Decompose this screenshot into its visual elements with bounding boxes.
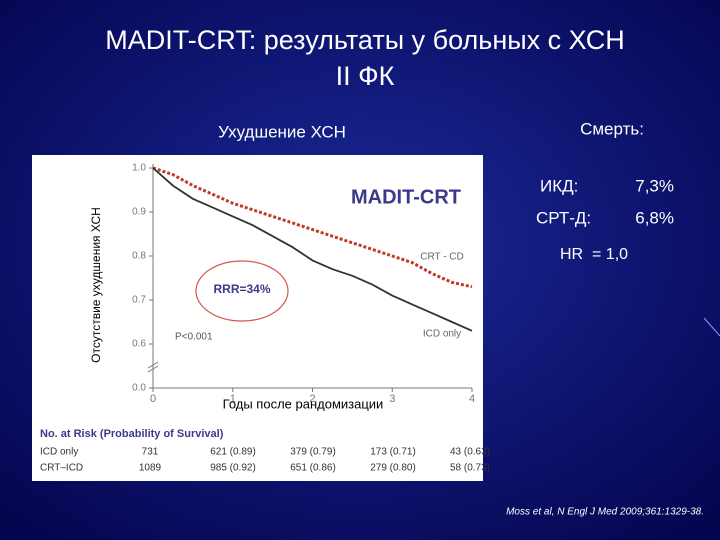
table-cell: 379 (0.79) — [290, 447, 336, 458]
y-tick-label: 0.0 — [132, 383, 146, 394]
table-cell: ICD only — [40, 447, 78, 458]
y-axis-label: Отсутствие ухудшения ХСН — [89, 207, 103, 363]
y-tick-label: 0.7 — [132, 295, 146, 306]
left-heading: Ухудшение ХСН — [218, 122, 346, 141]
right-heading: Смерть: — [580, 119, 644, 138]
table-cell: 985 (0.92) — [210, 463, 256, 474]
annotation: RRR=34% — [213, 282, 270, 296]
series-label: CRT - CD — [420, 251, 464, 262]
series-label: ICD only — [423, 328, 461, 339]
table-cell: 58 (0.73) — [450, 463, 490, 474]
x-axis-label: Годы после рандомизации — [223, 396, 384, 411]
table-cell: 1089 — [139, 463, 162, 474]
y-tick-label: 0.9 — [132, 207, 146, 218]
y-tick-label: 0.6 — [132, 339, 146, 350]
death-label: СРТ-Д: — [536, 208, 591, 227]
slide-title: II ФК — [336, 61, 395, 91]
survival-curve — [152, 166, 473, 289]
y-tick-label: 1.0 — [132, 163, 146, 174]
plot: 0.0 0.6 0.7 0.8 0.9 1.0 0 1 2 3 4 CRT - CD ICD only — [132, 163, 475, 405]
death-value: 6,8% — [635, 208, 674, 227]
death-label: ИКД: — [540, 176, 578, 195]
x-tick-label: 1 — [230, 393, 236, 405]
slide-title: MADIT-CRT: результаты у больных с ХСН — [105, 25, 625, 55]
y-tick-label: 0.8 — [132, 251, 146, 262]
hazard-ratio: HR = 1,0 — [560, 246, 628, 263]
survival-curve — [152, 167, 473, 332]
axis-break — [147, 365, 159, 373]
death-value: 7,3% — [635, 176, 674, 195]
x-tick-label: 4 — [469, 393, 475, 405]
table-cell: 731 — [142, 447, 159, 458]
chart-title: MADIT-CRT — [351, 186, 461, 208]
risk-table: ICD only 731 621 (0.89) 379 (0.79) 173 (0.71… — [40, 447, 490, 474]
chart-panel — [32, 155, 483, 481]
reference: Moss et al, N Engl J Med 2009;361:1329-3… — [506, 507, 704, 518]
table-cell: CRT–ICD — [40, 463, 83, 474]
table-cell: 173 (0.71) — [370, 447, 416, 458]
decoration — [703, 317, 720, 337]
x-tick-label: 3 — [389, 393, 395, 405]
table-cell: 279 (0.80) — [370, 463, 416, 474]
table-title: No. at Risk (Probability of Survival) — [40, 428, 224, 440]
annotation: P<0.001 — [175, 332, 213, 343]
x-tick-label: 0 — [150, 393, 156, 405]
table-cell: 43 (0.63) — [450, 447, 490, 458]
table-cell: 621 (0.89) — [210, 447, 256, 458]
table-cell: 651 (0.86) — [290, 463, 336, 474]
x-tick-label: 2 — [309, 393, 315, 405]
axis-break — [147, 361, 159, 369]
highlight-ellipse — [195, 260, 289, 322]
